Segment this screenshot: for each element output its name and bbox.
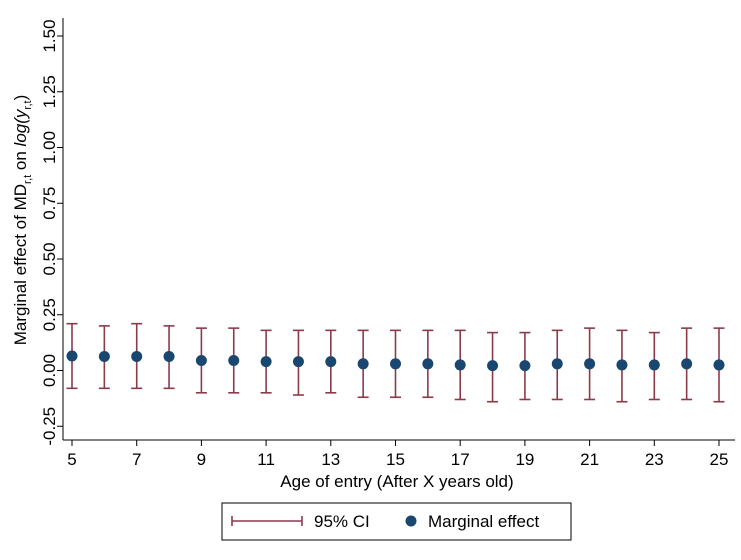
marginal-effect-point bbox=[551, 358, 563, 370]
marginal-effect-point bbox=[163, 350, 175, 362]
y-axis-title-func-subscript: r,t bbox=[22, 100, 34, 109]
x-tick-label: 23 bbox=[645, 450, 664, 469]
y-axis-title: Marginal effect of MDr,t on log(yr,t) bbox=[11, 95, 34, 346]
marginal-effect-point bbox=[681, 358, 693, 370]
legend-ci-label: 95% CI bbox=[314, 512, 370, 531]
legend-marginal-effect-label: Marginal effect bbox=[428, 512, 539, 531]
marginal-effect-point bbox=[390, 358, 401, 370]
marginal-effect-point bbox=[422, 358, 434, 370]
x-tick-label: 15 bbox=[386, 450, 405, 469]
x-tick-label: 11 bbox=[257, 450, 275, 469]
marginal-effect-point bbox=[357, 358, 369, 370]
y-tick-label: 0.75 bbox=[40, 187, 59, 220]
marginal-effect-point bbox=[454, 359, 466, 371]
marginal-effect-points bbox=[66, 350, 725, 372]
legend: 95% CI Marginal effect bbox=[221, 502, 572, 541]
y-axis-title-func: log(y bbox=[11, 108, 30, 146]
y-axis-title-prefix: Marginal effect of MD bbox=[11, 184, 30, 345]
marginal-effect-point bbox=[260, 356, 272, 368]
x-tick-label: 21 bbox=[580, 450, 599, 469]
y-tick-label: 1.25 bbox=[40, 75, 59, 108]
y-tick-label: 0.25 bbox=[40, 298, 59, 331]
x-tick-label: 17 bbox=[451, 450, 470, 469]
marginal-effect-point bbox=[228, 354, 240, 366]
plot-area: -0.25 0.00 0.25 0.50 0.75 1.00 1.25 1.50 5 7 9 11 1… bbox=[40, 18, 735, 469]
y-axis-title-middle: on bbox=[11, 146, 30, 174]
y-tick-label: 1.50 bbox=[40, 19, 59, 52]
x-tick-label: 5 bbox=[67, 450, 76, 469]
x-axis-title: Age of entry (After X years old) bbox=[280, 472, 513, 491]
marginal-effect-point bbox=[648, 359, 660, 371]
y-axis-title-prefix-subscript: r,t bbox=[22, 175, 34, 184]
x-tick-label: 13 bbox=[321, 450, 340, 469]
y-axis-title-suffix: ) bbox=[11, 95, 30, 101]
x-tick-label: 7 bbox=[132, 450, 141, 469]
marginal-effect-point bbox=[487, 360, 499, 372]
marginal-effect-point bbox=[713, 359, 725, 371]
marginal-effect-point bbox=[66, 350, 78, 362]
marginal-effect-point bbox=[584, 358, 596, 370]
marginal-effect-point bbox=[616, 359, 628, 371]
marginal-effect-point bbox=[519, 360, 531, 372]
marginal-effect-point bbox=[98, 350, 110, 362]
y-tick-label: 0.00 bbox=[40, 354, 59, 387]
marginal-effect-point bbox=[195, 354, 207, 366]
y-ticks: -0.25 0.00 0.25 0.50 0.75 1.00 1.25 1.50 bbox=[40, 19, 63, 446]
marginal-effect-point bbox=[131, 350, 143, 362]
x-tick-label: 19 bbox=[515, 450, 534, 469]
legend-ci-symbol bbox=[231, 516, 303, 526]
x-ticks: 5 7 9 11 13 15 17 19 21 23 25 bbox=[67, 440, 728, 469]
y-tick-label: 0.50 bbox=[40, 242, 59, 275]
marginal-effect-point bbox=[325, 356, 337, 368]
y-tick-label: 1.00 bbox=[40, 131, 59, 164]
x-tick-label: 25 bbox=[710, 450, 729, 469]
legend-marginal-effect-symbol bbox=[405, 515, 417, 527]
x-tick-label: 9 bbox=[197, 450, 206, 469]
y-tick-label: -0.25 bbox=[40, 407, 59, 446]
marginal-effect-point bbox=[292, 356, 304, 368]
